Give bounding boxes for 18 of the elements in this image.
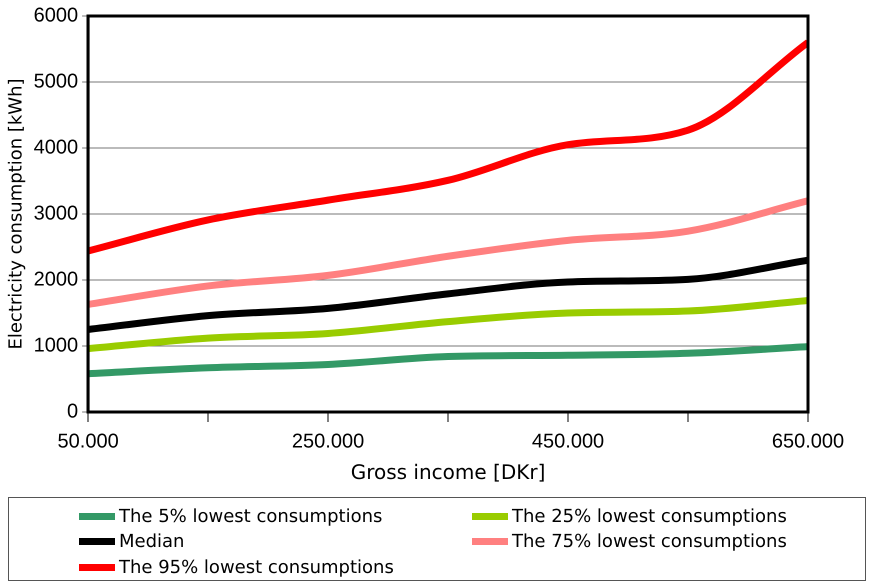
legend-label: The 25% lowest consumptions: [512, 506, 787, 527]
x-axis-title: Gross income [DKr]: [350, 460, 546, 484]
x-tick-label: 250.000: [292, 430, 364, 453]
x-tick-label: 450.000: [532, 430, 604, 453]
y-tick-label: 0: [66, 400, 78, 423]
y-axis-title: Electricity consumption [kWh]: [5, 78, 26, 350]
x-tick-label: 650.000: [772, 430, 844, 453]
y-tick-label: 3000: [34, 202, 78, 225]
x-tick-label: 50.000: [58, 430, 119, 453]
y-tick-label: 4000: [34, 136, 78, 159]
legend-label: Median: [119, 531, 184, 552]
legend-label: The 95% lowest consumptions: [119, 556, 394, 578]
y-tick-label: 1000: [34, 334, 78, 357]
legend-label: The 5% lowest consumptions: [119, 506, 382, 527]
legend-label: The 75% lowest consumptions: [512, 531, 787, 552]
y-tick-label: 2000: [34, 268, 78, 291]
y-tick-label: 6000: [34, 4, 78, 27]
y-tick-label: 5000: [34, 70, 78, 93]
